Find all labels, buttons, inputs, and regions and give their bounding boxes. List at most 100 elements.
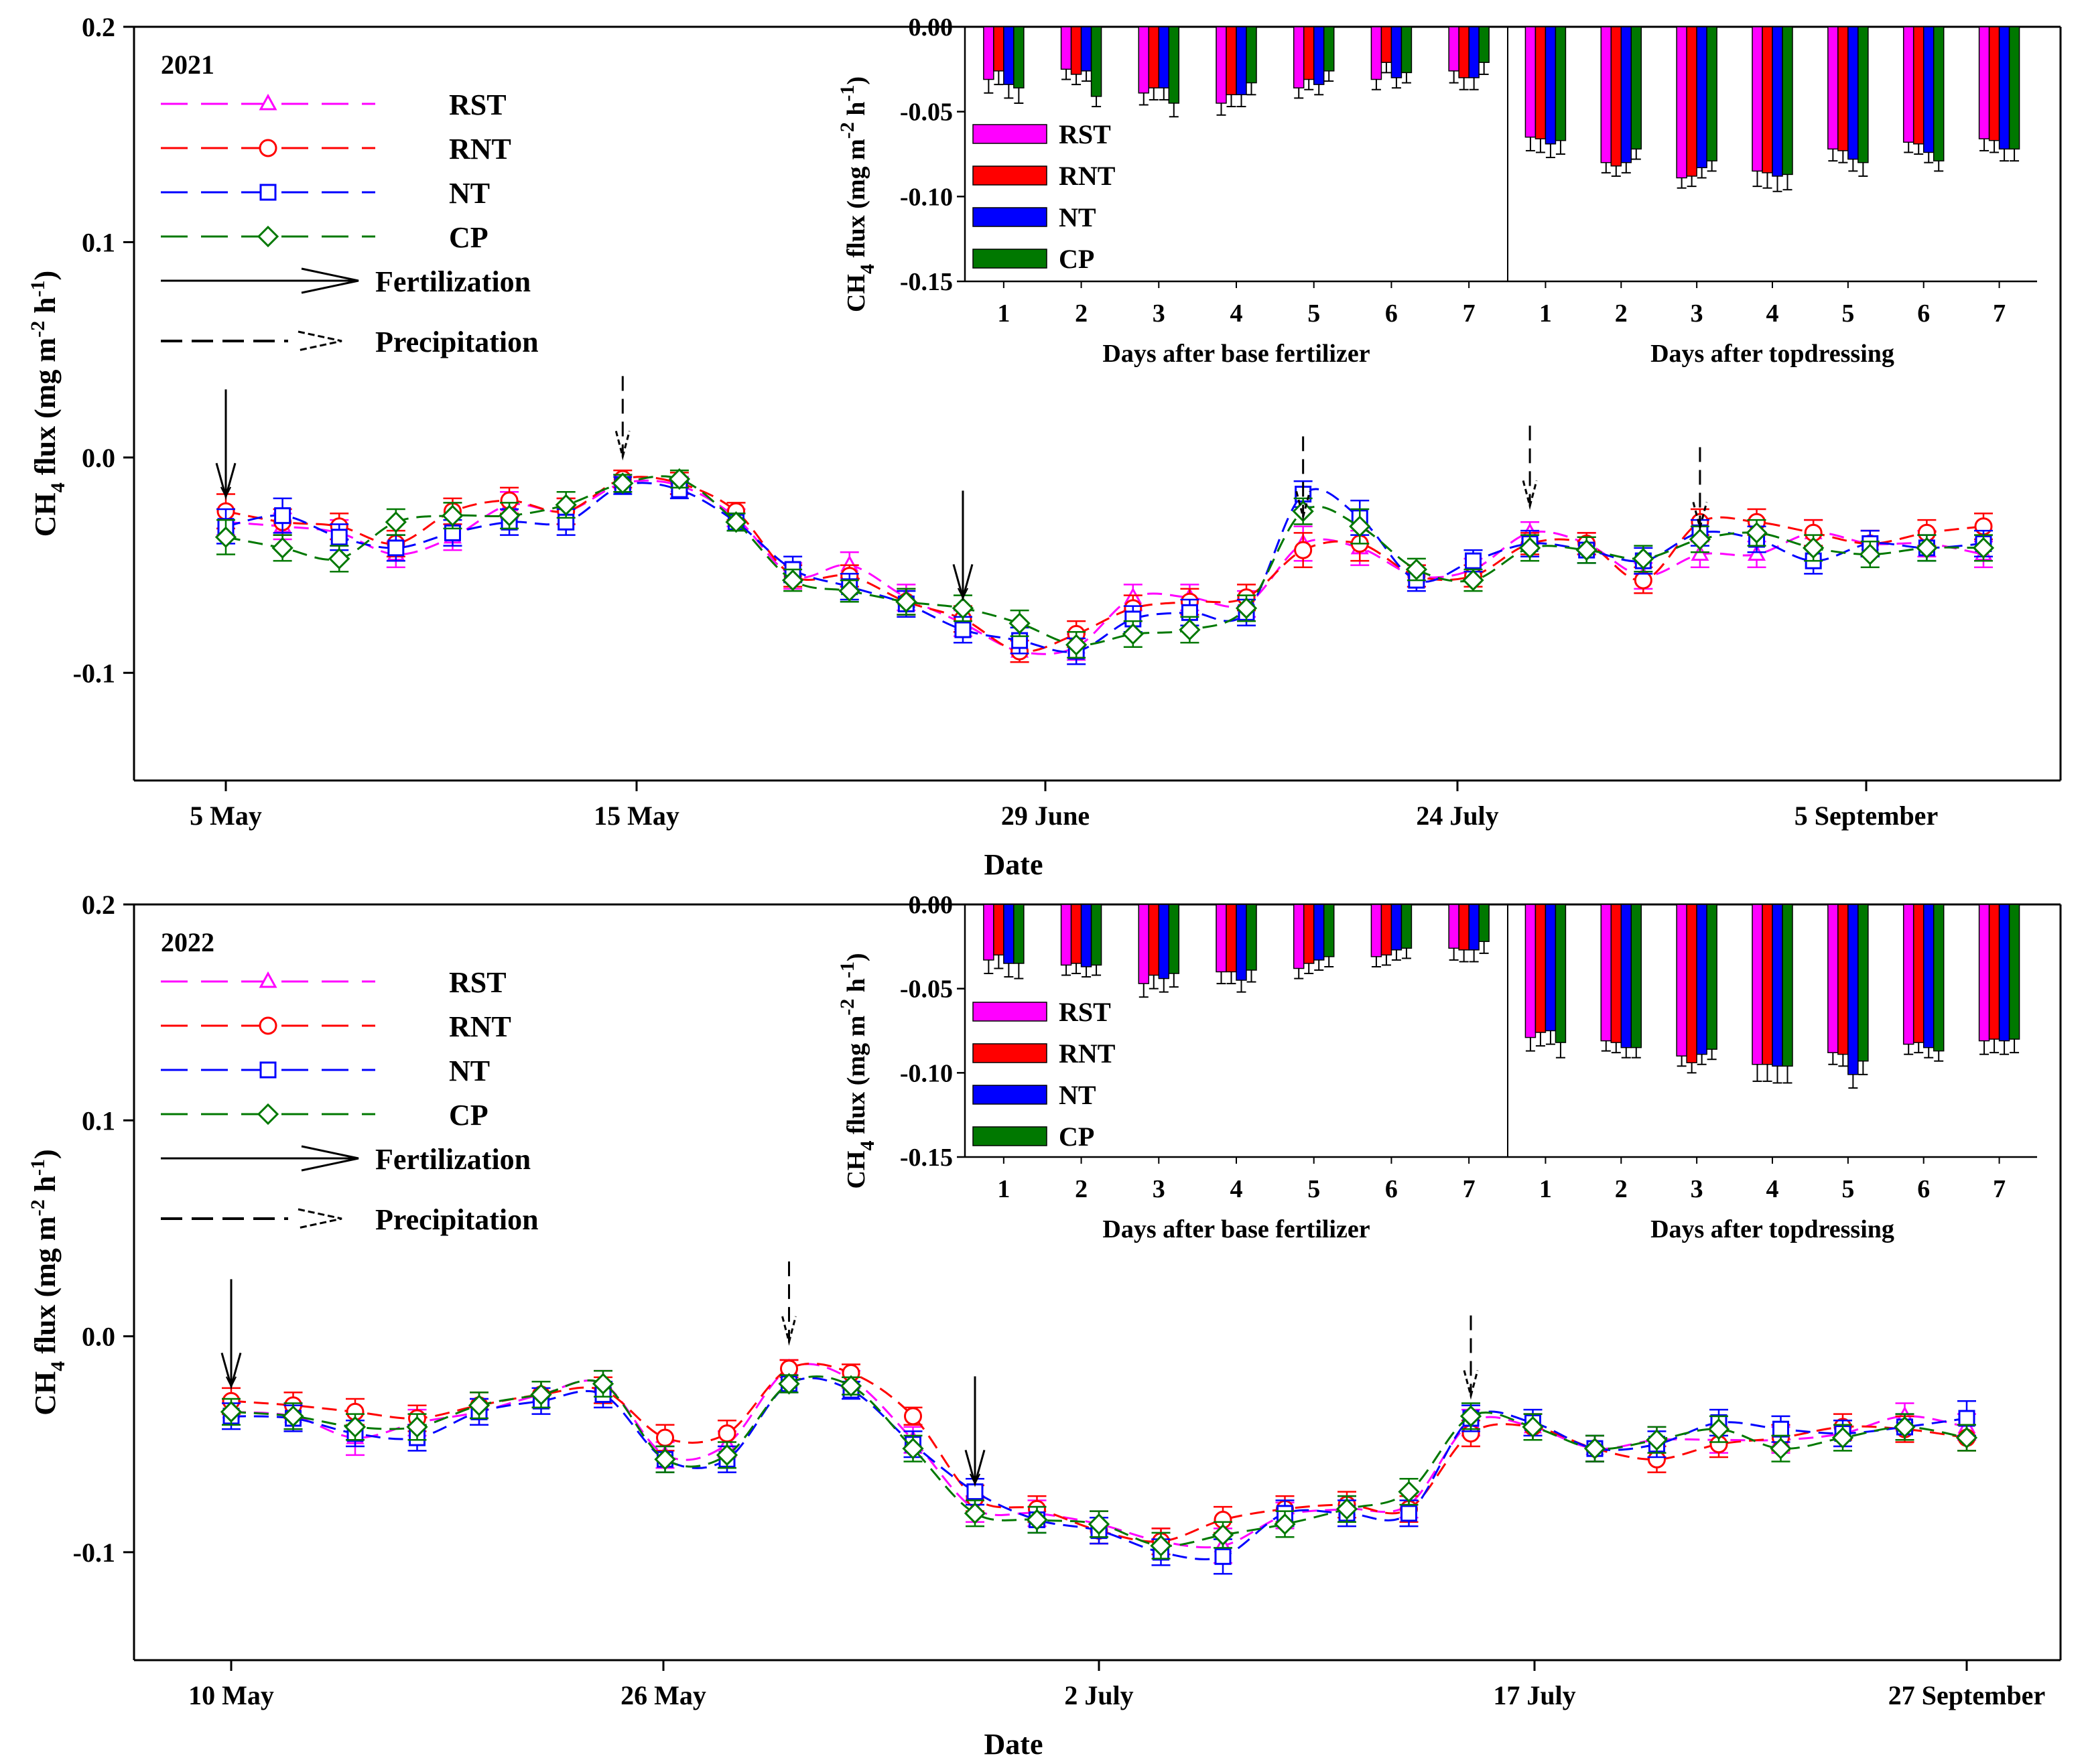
inset-group-label: Days after topdressing <box>1650 340 1894 368</box>
x-axis-title: Date <box>984 848 1043 881</box>
inset-bar-cp <box>1478 904 1490 943</box>
inset-x-tick-label: 7 <box>1993 1175 2006 1203</box>
inset-bar-rst <box>1902 904 1914 1045</box>
inset-x-tick-label: 6 <box>1385 299 1398 328</box>
marker-cp <box>1462 569 1484 592</box>
precipitation-arrowhead <box>781 1316 797 1346</box>
marker-cp <box>1770 1438 1792 1460</box>
y-axis-title: CH4 flux (mg m-2 h-1) <box>27 271 69 537</box>
marker-cp <box>840 1375 862 1397</box>
inset-group-label: Days after base fertilizer <box>1102 1215 1370 1243</box>
inset-bar-nt <box>1847 26 1859 160</box>
inset-bar-rnt <box>1912 904 1924 1043</box>
inset-bar-rst <box>1293 26 1305 88</box>
marker-cp <box>1575 539 1597 561</box>
inset-bar-nt <box>1313 26 1325 85</box>
marker-rnt <box>259 139 277 157</box>
marker-nt <box>387 539 405 557</box>
x-tick-label: 10 May <box>188 1680 274 1710</box>
inset-x-tick-label: 1 <box>1539 299 1552 328</box>
inset-bar-rst <box>1902 26 1914 143</box>
inset-bar-rst <box>1827 26 1839 150</box>
series-line-rst <box>225 479 1984 655</box>
inset-legend-label-rst: RST <box>1059 997 1111 1027</box>
inset-y-tick-label: 0.00 <box>909 891 954 919</box>
legend-label-nt: NT <box>449 1055 490 1087</box>
marker-cp <box>1707 1418 1730 1440</box>
y-tick-label: -0.1 <box>73 1538 115 1568</box>
inset-bar-nt <box>1003 904 1015 964</box>
x-tick-label: 5 May <box>190 801 262 831</box>
inset-legend-swatch-cp <box>972 1126 1047 1146</box>
marker-cp <box>1972 537 1995 559</box>
precipitation-arrowhead <box>614 431 631 461</box>
inset-bar-cp <box>1782 26 1793 176</box>
inset-bar-rst <box>1370 904 1382 957</box>
marker-nt <box>954 621 972 638</box>
inset-bar-cp <box>1706 26 1717 161</box>
inset-bar-nt <box>1080 26 1092 72</box>
inset-bar-rst <box>1752 904 1763 1065</box>
x-tick-label: 15 May <box>594 801 679 831</box>
inset-group-label: Days after base fertilizer <box>1102 340 1370 368</box>
inset-y-axis-title: CH4 flux (mg m-2 h-1) <box>836 953 878 1189</box>
inset-x-tick-label: 4 <box>1230 299 1243 328</box>
marker-cp <box>1179 618 1201 641</box>
inset-x-tick-label: 5 <box>1841 299 1854 328</box>
inset-bar-cp <box>1782 904 1793 1067</box>
inset-y-tick-label: -0.05 <box>900 975 953 1004</box>
inset-y-tick-label: -0.10 <box>900 183 953 211</box>
marker-nt <box>1400 1505 1417 1522</box>
inset-bar-nt <box>1922 904 1935 1048</box>
inset-y-tick-label: -0.15 <box>900 1144 953 1172</box>
y-tick-label: 0.2 <box>82 12 115 42</box>
inset-bar-cp <box>1555 26 1567 141</box>
inset-x-tick-label: 7 <box>1463 299 1476 328</box>
inset-bar-rnt <box>1762 26 1773 174</box>
inset-bar-rnt <box>1380 904 1392 956</box>
marker-rnt <box>904 1407 922 1426</box>
inset-bar-rnt <box>1226 26 1237 96</box>
marker-nt <box>330 529 348 546</box>
marker-rnt <box>656 1428 674 1447</box>
marker-cp <box>271 537 293 559</box>
inset-bar-nt <box>1236 904 1247 981</box>
marker-cp <box>1405 558 1427 581</box>
marker-cp <box>668 468 691 490</box>
panel-2022: 0.2 0.1 0.0 -0.1 CH4 flux (mg m-2 h-1) 10 May… <box>27 890 2062 1761</box>
marker-cp <box>895 591 917 613</box>
marker-rnt <box>1294 541 1313 559</box>
inset-x-tick-label: 5 <box>1307 299 1320 328</box>
legend-label-rnt: RNT <box>449 1010 511 1043</box>
inset-bar-cp <box>1323 904 1335 957</box>
inset-bar-nt <box>1620 26 1632 163</box>
inset-x-tick-label: 2 <box>1615 299 1628 328</box>
marker-cp <box>1955 1426 1978 1449</box>
inset-y-tick-label: -0.05 <box>900 98 953 127</box>
precipitation-arrowhead <box>1692 502 1708 532</box>
inset-x-tick-label: 4 <box>1766 1175 1779 1203</box>
marker-cp <box>406 1416 428 1438</box>
marker-cp <box>716 1444 738 1466</box>
marker-rst <box>259 971 277 988</box>
inset-bar-nt <box>1998 904 2010 1042</box>
inset-bar-rnt <box>1070 26 1082 75</box>
inset-x-tick-label: 1 <box>997 1175 1010 1203</box>
inset-x-tick-label: 7 <box>1463 1175 1476 1203</box>
inset-x-tick-label: 3 <box>1153 1175 1165 1203</box>
inset-bar-nt <box>1080 904 1092 967</box>
marker-cp <box>1349 515 1371 537</box>
inset-bar-rst <box>1448 904 1459 949</box>
precipitation-arrowhead <box>1463 1370 1479 1400</box>
marker-cp <box>1459 1405 1482 1427</box>
marker-cp <box>530 1383 552 1406</box>
marker-cp <box>1859 543 1881 565</box>
inset-bar-rnt <box>1458 26 1470 78</box>
marker-cp <box>1026 1509 1048 1531</box>
inset-x-tick-label: 4 <box>1230 1175 1243 1203</box>
marker-nt <box>259 1061 277 1079</box>
marker-cp <box>1235 597 1258 619</box>
y-tick-label: 0.0 <box>82 1322 115 1352</box>
inset-bar-rnt <box>1686 26 1697 177</box>
legend-fertilization-label: Fertilization <box>375 265 531 298</box>
